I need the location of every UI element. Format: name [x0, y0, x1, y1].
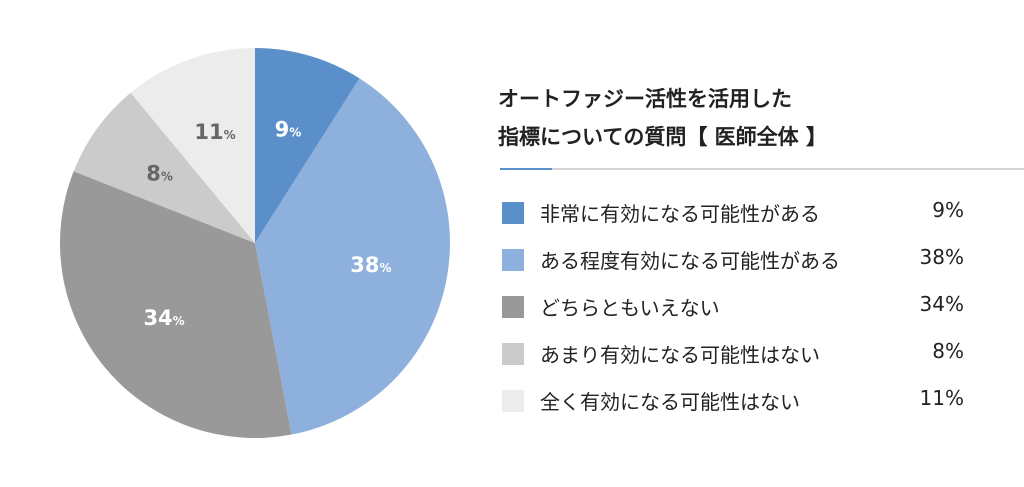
legend-label: 非常に有効になる可能性がある [540, 202, 820, 226]
title-divider-accent [500, 168, 552, 170]
pie-slice [59, 171, 292, 439]
legend-swatch [502, 390, 524, 412]
legend-swatch [502, 249, 524, 271]
legend-value: 8% [932, 339, 964, 363]
legend-item: 非常に有効になる可能性がある 9% [502, 196, 964, 226]
chart-title-line-1: オートファジー活性を活用した [498, 87, 792, 111]
pie-slice [73, 92, 255, 244]
title-divider [500, 168, 1024, 170]
legend-label: どちらともいえない [540, 296, 720, 320]
legend-swatch [502, 296, 524, 318]
legend-label: あまり有効になる可能性はない [540, 343, 820, 367]
legend-item: どちらともいえない 34% [502, 290, 964, 320]
legend-swatch [502, 343, 524, 365]
legend-item: ある程度有効になる可能性がある 38% [502, 243, 964, 273]
slice-value-label: 38% [350, 253, 391, 277]
legend-value: 38% [919, 245, 964, 269]
pie-slice [255, 78, 451, 435]
legend: 非常に有効になる可能性がある 9% ある程度有効になる可能性がある 38% どち… [502, 196, 964, 431]
pie-slice [255, 48, 360, 243]
pie-slice [130, 47, 255, 243]
chart-title-line-2: 指標についての質問【 医師全体 】 [498, 125, 827, 149]
slice-value-label: 11% [194, 120, 235, 144]
legend-label: ある程度有効になる可能性がある [540, 249, 840, 273]
legend-item: 全く有効になる可能性はない 11% [502, 384, 964, 414]
legend-label: 全く有効になる可能性はない [540, 390, 800, 414]
slice-value-label: 34% [143, 306, 184, 330]
slice-value-label: 9% [275, 118, 302, 142]
legend-value: 11% [919, 386, 964, 410]
slice-value-label: 8% [146, 162, 173, 186]
legend-swatch [502, 202, 524, 224]
legend-item: あまり有効になる可能性はない 8% [502, 337, 964, 367]
legend-value: 34% [919, 292, 964, 316]
legend-value: 9% [932, 198, 964, 222]
chart-title: オートファジー活性を活用した 指標についての質問【 医師全体 】 [498, 80, 827, 156]
pie-chart: 9% 38% 34% 8% 11% [59, 47, 451, 439]
